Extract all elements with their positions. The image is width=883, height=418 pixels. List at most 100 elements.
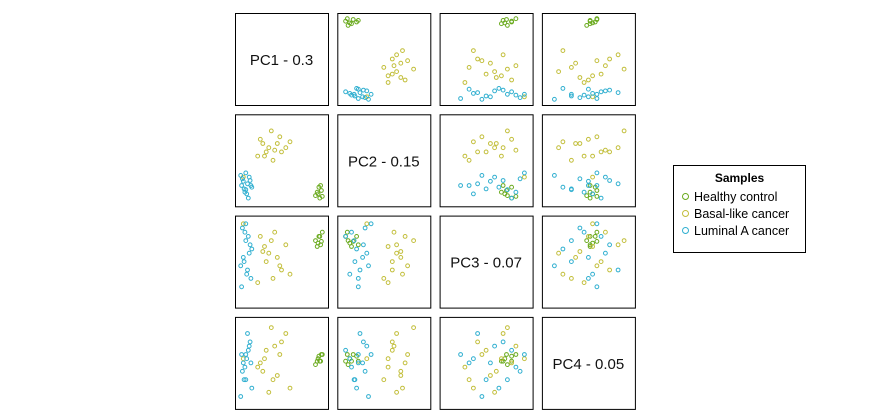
point-healthy-1 bbox=[587, 234, 593, 239]
point-basal-5 bbox=[569, 65, 574, 70]
point-healthy-2 bbox=[350, 239, 356, 244]
point-healthy-2 bbox=[504, 188, 509, 193]
panel-frame bbox=[235, 215, 329, 309]
point-luminal-5 bbox=[615, 90, 621, 95]
point-luminal-6 bbox=[249, 246, 255, 252]
point-basal-9 bbox=[277, 134, 283, 140]
point-luminal-1 bbox=[243, 238, 249, 244]
point-luminal-10 bbox=[352, 377, 358, 383]
panel-frame bbox=[235, 114, 329, 208]
point-healthy-5 bbox=[349, 244, 354, 249]
point-basal-12 bbox=[287, 271, 293, 277]
point-luminal-2 bbox=[458, 352, 464, 357]
point-luminal-9 bbox=[361, 242, 366, 248]
point-luminal-9 bbox=[500, 87, 506, 93]
point-luminal-10 bbox=[569, 93, 574, 99]
point-basal-6 bbox=[394, 331, 400, 336]
point-luminal-0 bbox=[360, 360, 366, 366]
point-luminal-12 bbox=[238, 263, 244, 269]
point-basal-0 bbox=[266, 250, 272, 256]
point-luminal-2 bbox=[239, 183, 245, 188]
point-healthy-6 bbox=[319, 194, 325, 199]
point-basal-10 bbox=[621, 238, 627, 244]
point-luminal-0 bbox=[488, 360, 493, 366]
point-basal-10 bbox=[268, 238, 274, 244]
point-luminal-12 bbox=[479, 173, 485, 178]
point-basal-7 bbox=[598, 149, 604, 155]
point-basal-13 bbox=[513, 147, 519, 153]
point-healthy-7 bbox=[500, 183, 506, 188]
point-basal-7 bbox=[389, 259, 395, 265]
point-healthy-6 bbox=[594, 194, 600, 199]
point-basal-1 bbox=[398, 60, 404, 66]
point-basal-13 bbox=[391, 229, 397, 235]
point-healthy-3 bbox=[584, 238, 590, 244]
panel-r3-c3: PC3 - 0.07 bbox=[439, 215, 534, 309]
point-luminal-7 bbox=[517, 368, 523, 374]
panel-frame bbox=[439, 215, 534, 309]
point-healthy-5 bbox=[499, 189, 504, 195]
panel-r4-c2 bbox=[337, 316, 432, 410]
point-basal-11 bbox=[590, 174, 595, 180]
point-luminal-4 bbox=[513, 364, 519, 370]
point-luminal-10 bbox=[483, 186, 489, 192]
point-luminal-9 bbox=[247, 242, 253, 248]
point-basal-2 bbox=[499, 73, 504, 79]
point-luminal-9 bbox=[361, 87, 366, 93]
point-luminal-6 bbox=[354, 385, 360, 391]
point-basal-4 bbox=[509, 77, 515, 83]
point-luminal-14 bbox=[594, 91, 600, 97]
point-basal-2 bbox=[385, 244, 391, 249]
point-luminal-10 bbox=[241, 377, 247, 383]
point-luminal-5 bbox=[475, 90, 481, 95]
point-healthy-6 bbox=[513, 352, 519, 357]
point-basal-6 bbox=[615, 242, 621, 248]
point-healthy-1 bbox=[587, 195, 593, 201]
panel-frame bbox=[541, 215, 636, 309]
point-healthy-4 bbox=[509, 19, 515, 25]
point-luminal-5 bbox=[615, 267, 621, 273]
point-luminal-14 bbox=[243, 352, 249, 357]
point-luminal-3 bbox=[492, 88, 498, 94]
point-basal-14 bbox=[581, 153, 587, 159]
point-basal-10 bbox=[621, 66, 627, 72]
point-basal-4 bbox=[402, 360, 408, 366]
point-luminal-0 bbox=[360, 94, 366, 100]
point-luminal-13 bbox=[355, 360, 361, 366]
point-basal-4 bbox=[402, 77, 408, 83]
point-basal-8 bbox=[398, 368, 404, 374]
point-healthy-3 bbox=[505, 23, 510, 28]
point-healthy-4 bbox=[316, 234, 322, 239]
point-basal-13 bbox=[513, 63, 519, 69]
point-luminal-10 bbox=[483, 93, 489, 99]
point-basal-7 bbox=[598, 259, 604, 265]
panel-r3-c1 bbox=[235, 215, 329, 309]
point-healthy-1 bbox=[509, 358, 515, 364]
point-luminal-4 bbox=[513, 92, 519, 98]
legend-label-healthy: Healthy control bbox=[694, 190, 778, 204]
point-basal-1 bbox=[488, 141, 493, 146]
point-basal-2 bbox=[262, 356, 267, 362]
panel-frame bbox=[439, 114, 534, 208]
point-basal-2 bbox=[590, 153, 595, 159]
point-luminal-13 bbox=[248, 183, 254, 188]
point-basal-5 bbox=[569, 157, 574, 163]
point-basal-5 bbox=[270, 377, 276, 383]
point-luminal-3 bbox=[364, 343, 370, 349]
legend-title: Samples bbox=[714, 171, 765, 185]
point-luminal-11 bbox=[245, 347, 251, 353]
point-healthy-4 bbox=[509, 184, 515, 190]
point-basal-5 bbox=[466, 65, 472, 70]
point-luminal-2 bbox=[355, 96, 361, 101]
point-healthy-5 bbox=[349, 21, 354, 27]
point-basal-9 bbox=[479, 58, 485, 64]
point-basal-3 bbox=[389, 267, 395, 273]
point-luminal-1 bbox=[243, 377, 249, 383]
point-luminal-1 bbox=[505, 187, 510, 193]
point-luminal-11 bbox=[343, 347, 349, 353]
point-basal-9 bbox=[479, 134, 485, 140]
panel-r1-c4 bbox=[541, 13, 636, 106]
point-luminal-8 bbox=[590, 191, 595, 197]
point-luminal-9 bbox=[500, 178, 506, 183]
point-basal-3 bbox=[475, 339, 481, 345]
